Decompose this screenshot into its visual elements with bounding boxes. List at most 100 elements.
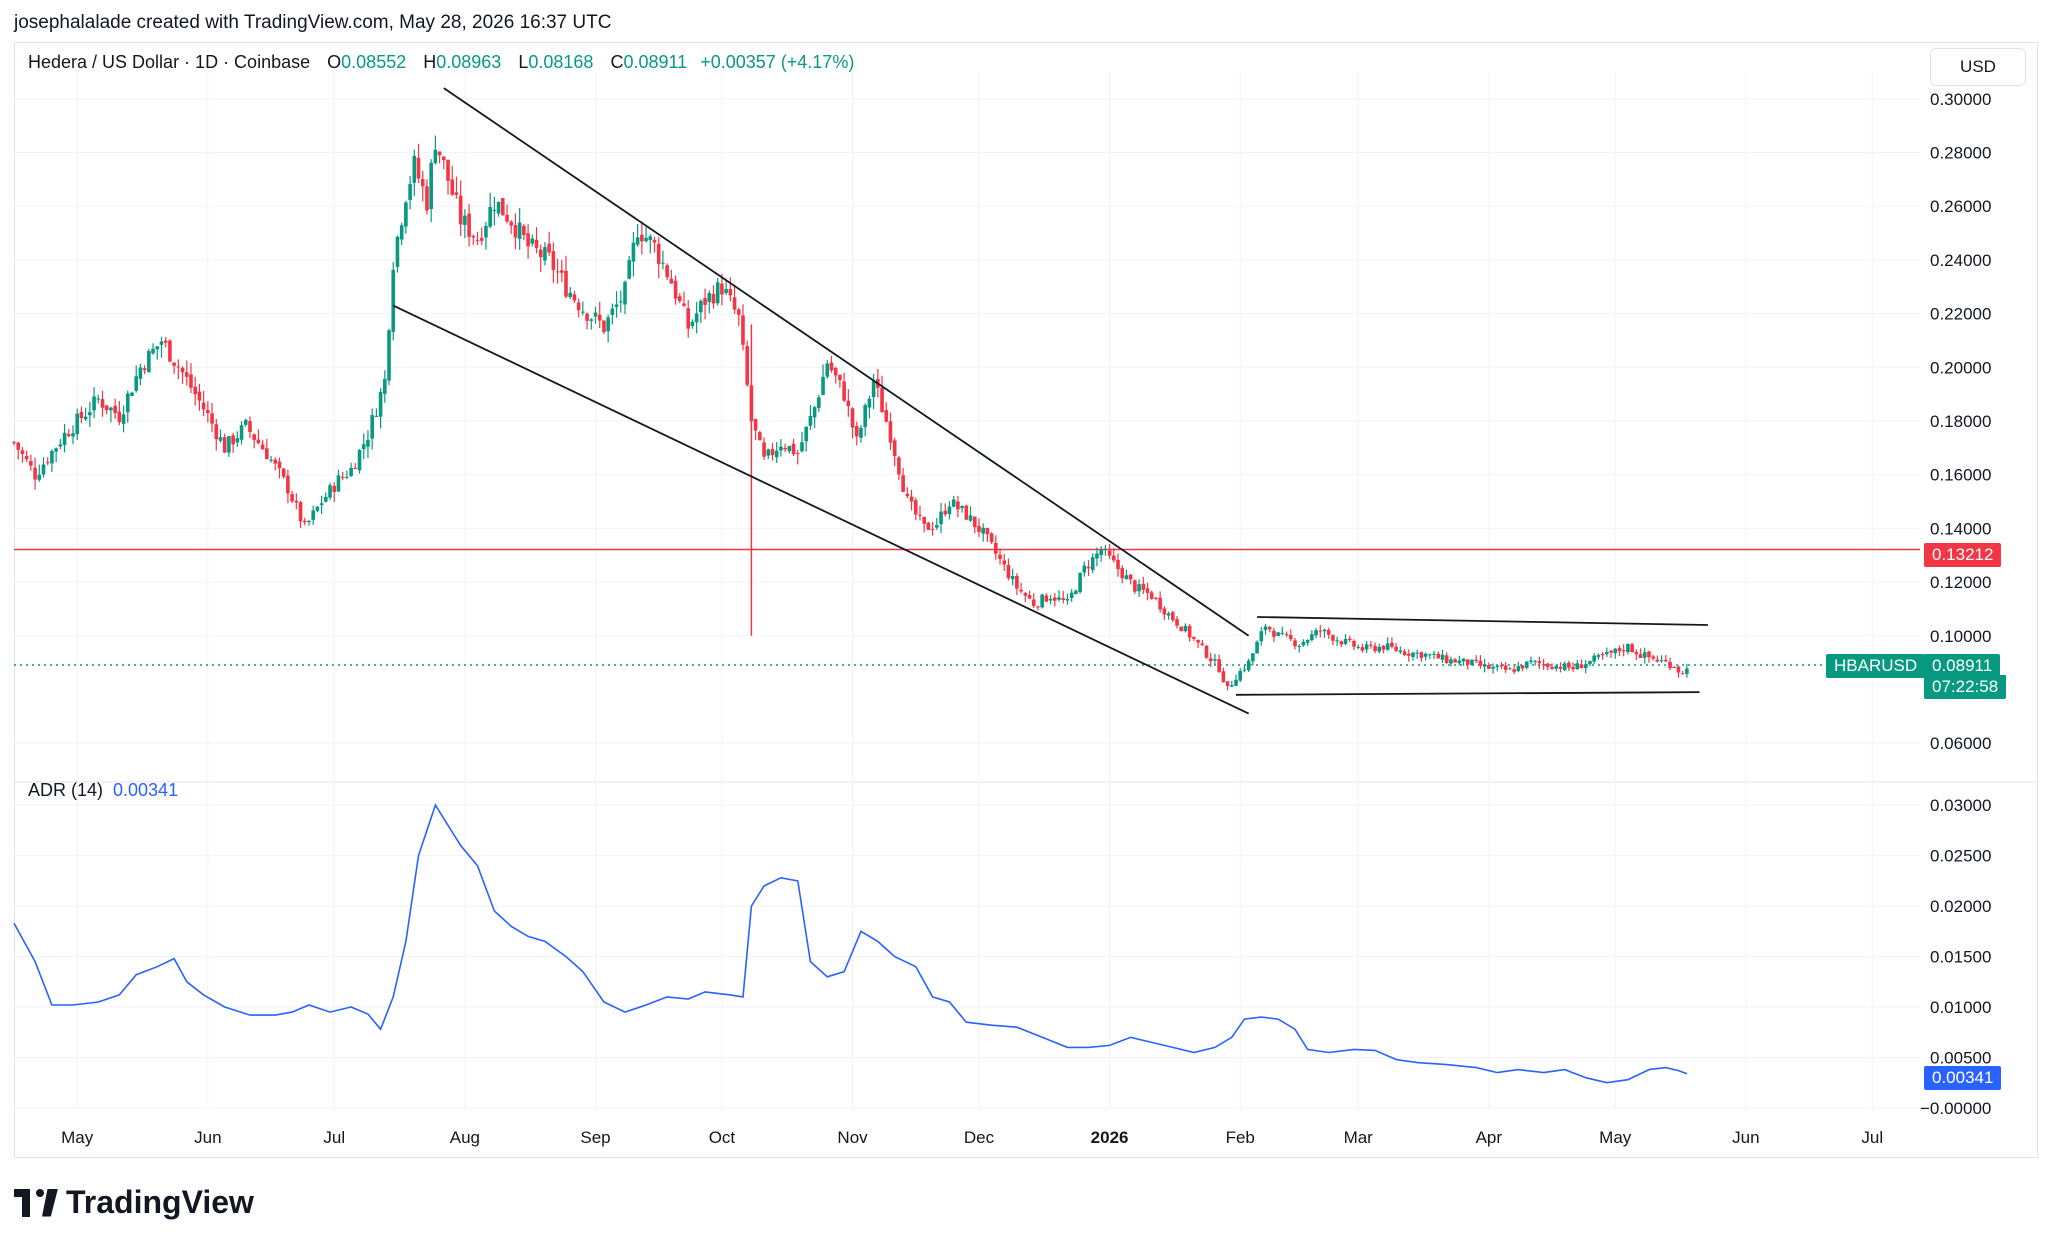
candle-body — [1343, 639, 1348, 644]
candle-body — [1331, 635, 1335, 641]
trendline — [392, 304, 1250, 715]
candle-body — [1685, 668, 1689, 675]
candle-body — [1196, 639, 1200, 643]
candle-body — [1027, 595, 1032, 599]
candle-body — [88, 412, 92, 416]
candle-body — [715, 282, 720, 304]
candle-body — [16, 442, 21, 450]
candle-body — [1592, 655, 1596, 662]
candle-body — [496, 201, 501, 214]
x-tick-label: Oct — [709, 1128, 736, 1147]
y-tick-label: 0.10000 — [1930, 627, 1991, 646]
candle-body — [551, 251, 556, 271]
candle-body — [189, 374, 193, 388]
candle-body — [1617, 648, 1622, 652]
candle-body — [656, 243, 661, 264]
candle-body — [825, 363, 830, 377]
candle-body — [631, 242, 636, 262]
x-tick-label: Nov — [837, 1128, 868, 1147]
candle-body — [315, 506, 320, 511]
candle-body — [243, 419, 248, 425]
candle-body — [1124, 575, 1129, 580]
symbol-legend[interactable]: Hedera / US Dollar · 1D · Coinbase O0.08… — [28, 52, 854, 73]
candle-body — [1655, 659, 1660, 662]
candle-body — [673, 280, 678, 299]
trendline — [1235, 691, 1700, 696]
high-label: H — [423, 52, 437, 72]
candle-body — [618, 301, 623, 303]
candle-body — [1550, 666, 1554, 670]
candle-body — [960, 506, 964, 509]
y-tick-label: 0.06000 — [1930, 734, 1991, 753]
y-tick-label: 0.24000 — [1930, 251, 1991, 270]
candle-body — [222, 437, 227, 453]
grid-lines — [14, 72, 2038, 1110]
candle-body — [75, 413, 80, 435]
candle-body — [1406, 653, 1411, 656]
candle-body — [1529, 660, 1533, 662]
candle-body — [623, 281, 627, 305]
candle-body — [1272, 630, 1276, 637]
candle-body — [1061, 598, 1066, 600]
candles-layer — [12, 135, 1689, 691]
adr-axis: 0.03000 0.02500 0.02000 0.01500 0.01000 0.005… — [1920, 796, 1991, 1118]
candle-body — [66, 434, 71, 437]
candle-body — [922, 516, 926, 524]
candle-body — [214, 424, 219, 440]
candle-body — [1242, 669, 1247, 671]
candle-body — [766, 449, 771, 456]
symbol-tag: HBARUSD — [1826, 654, 1926, 678]
candle-body — [1166, 613, 1171, 616]
adr-y-tick-label: 0.03000 — [1930, 796, 1991, 815]
candle-body — [155, 346, 160, 350]
candle-body — [29, 460, 33, 466]
candle-body — [800, 442, 804, 452]
candle-body — [277, 461, 282, 469]
candle-body — [1318, 630, 1323, 632]
candle-body — [1103, 548, 1108, 550]
candle-body — [463, 215, 467, 226]
candle-body — [1255, 641, 1259, 654]
candle-body — [787, 445, 792, 452]
currency-button[interactable]: USD — [1930, 48, 2026, 86]
candle-body — [109, 407, 113, 411]
candle-body — [104, 405, 109, 411]
candle-body — [1634, 651, 1639, 655]
candle-body — [83, 416, 88, 420]
trendline — [443, 87, 1250, 637]
candle-body — [602, 320, 606, 333]
candle-body — [467, 213, 471, 237]
candle-body — [1259, 631, 1264, 642]
candle-body — [357, 449, 362, 471]
adr-y-tick-label: 0.02000 — [1930, 897, 1991, 916]
candle-body — [184, 372, 189, 377]
candle-body — [231, 435, 235, 445]
candle-body — [1053, 597, 1057, 601]
candle-body — [387, 330, 391, 381]
candle-body — [41, 464, 46, 475]
candle-body — [349, 468, 353, 477]
candle-body — [1170, 612, 1175, 621]
candle-body — [530, 238, 535, 244]
candle-body — [842, 381, 846, 401]
candle-body — [1175, 619, 1179, 626]
candle-body — [1562, 663, 1567, 671]
tradingview-brand[interactable]: TradingView — [14, 1184, 254, 1221]
candle-body — [1246, 660, 1251, 671]
candle-body — [1162, 608, 1167, 615]
adr-legend[interactable]: ADR (14) 0.00341 — [28, 780, 178, 801]
candle-body — [281, 468, 286, 477]
candle-body — [1225, 681, 1230, 686]
candle-body — [918, 514, 922, 516]
candle-body — [547, 243, 551, 253]
candle-body — [1381, 645, 1386, 650]
candle-body — [711, 294, 716, 304]
candle-body — [1558, 666, 1563, 669]
candle-body — [471, 235, 476, 238]
candle-body — [488, 207, 492, 227]
candle-body — [1120, 568, 1125, 579]
candle-body — [1310, 634, 1314, 641]
candle-body — [703, 297, 707, 305]
candle-body — [1192, 637, 1196, 639]
